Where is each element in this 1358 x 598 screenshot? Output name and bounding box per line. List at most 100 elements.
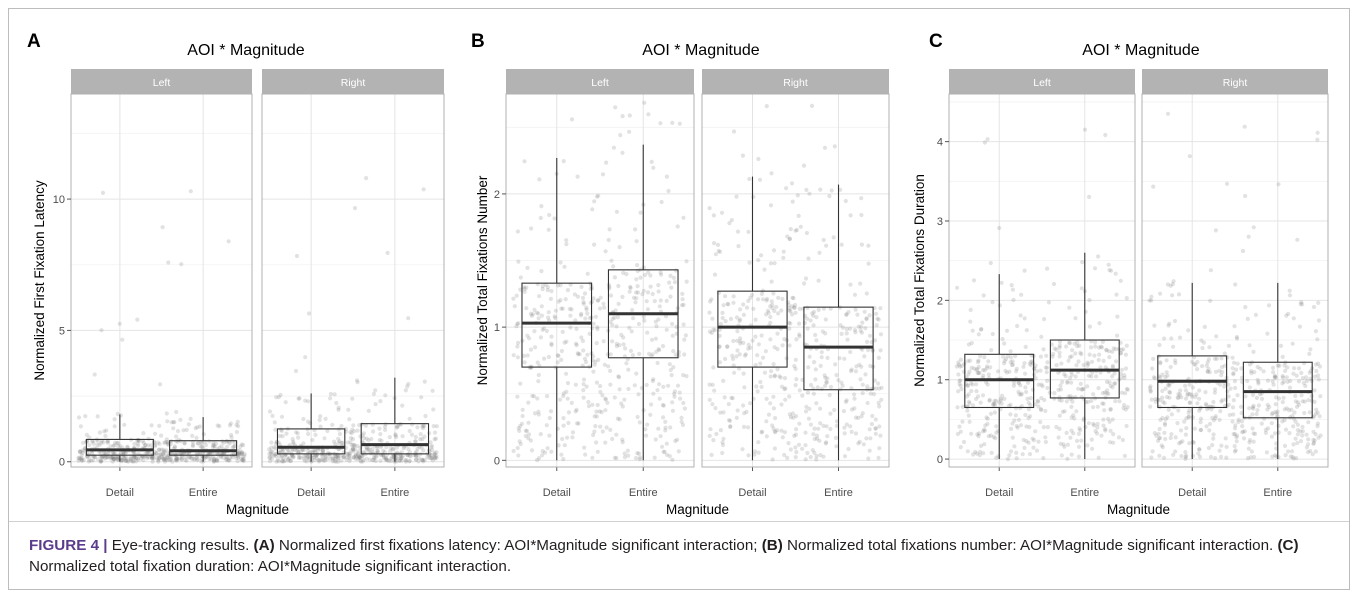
jitter-point: [1058, 441, 1063, 446]
jitter-point: [1079, 352, 1084, 357]
jitter-point: [1093, 340, 1098, 345]
jitter-point: [1259, 421, 1264, 426]
jitter-point: [775, 367, 780, 372]
jitter-point: [83, 414, 88, 419]
jitter-point: [574, 407, 579, 412]
jitter-point: [1203, 390, 1208, 395]
jitter-point: [315, 448, 320, 453]
jitter-point: [405, 384, 410, 389]
jitter-point: [833, 435, 839, 440]
jitter-point: [98, 459, 103, 464]
jitter-point: [654, 349, 659, 354]
jitter-point: [333, 453, 338, 458]
jitter-point: [741, 340, 746, 345]
jitter-point: [1213, 455, 1218, 461]
jitter-point: [671, 349, 676, 354]
jitter-point: [1273, 375, 1278, 380]
jitter-point: [188, 455, 193, 460]
jitter-point: [672, 389, 678, 394]
jitter-point: [361, 450, 366, 455]
jitter-point: [1313, 329, 1318, 334]
jitter-point: [1078, 381, 1083, 386]
jitter-point: [236, 424, 241, 429]
jitter-point: [1234, 439, 1239, 444]
jitter-point: [390, 447, 395, 452]
jitter-point: [1151, 184, 1156, 189]
jitter-point: [736, 244, 741, 249]
jitter-point: [203, 455, 208, 460]
jitter-point: [545, 394, 550, 399]
jitter-point: [103, 456, 108, 461]
jitter-point: [1124, 423, 1129, 429]
jitter-point: [986, 359, 991, 364]
jitter-point: [410, 422, 415, 427]
jitter-point: [549, 289, 554, 294]
jitter-point: [195, 457, 200, 463]
jitter-point: [720, 440, 725, 445]
jitter-point: [587, 331, 592, 336]
jitter-point: [536, 311, 541, 316]
jitter-point: [966, 342, 972, 347]
jitter-point: [561, 159, 566, 164]
jitter-point: [1018, 383, 1023, 388]
jitter-point: [313, 448, 318, 453]
jitter-point: [1312, 414, 1317, 419]
jitter-point: [575, 351, 580, 356]
jitter-point: [876, 381, 881, 386]
jitter-point: [1230, 355, 1235, 360]
jitter-point: [1165, 282, 1170, 287]
jitter-point: [516, 426, 521, 431]
jitter-point: [126, 459, 131, 464]
jitter-point: [641, 288, 646, 293]
jitter-point: [78, 450, 83, 455]
jitter-point: [988, 433, 994, 438]
jitter-point: [649, 337, 655, 342]
jitter-point: [844, 312, 849, 317]
jitter-point: [628, 284, 633, 290]
jitter-point: [1299, 393, 1304, 398]
jitter-point: [137, 453, 142, 458]
jitter-point: [281, 456, 286, 461]
jitter-point: [168, 458, 173, 463]
jitter-point: [1149, 397, 1154, 402]
jitter-point: [238, 444, 243, 449]
jitter-point: [1251, 403, 1256, 408]
jitter-point: [366, 438, 371, 443]
jitter-point: [1074, 363, 1079, 368]
jitter-point: [98, 459, 103, 464]
jitter-point: [721, 410, 726, 415]
jitter-point: [1275, 363, 1280, 368]
jitter-point: [1057, 339, 1062, 344]
jitter-point: [1265, 378, 1271, 383]
jitter-point: [1315, 130, 1320, 135]
jitter-point: [1242, 429, 1247, 434]
jitter-point: [564, 339, 569, 344]
jitter-point: [718, 428, 724, 433]
jitter-point: [977, 370, 982, 375]
jitter-point: [320, 454, 325, 459]
jitter-point: [1280, 400, 1285, 405]
jitter-point: [203, 442, 208, 448]
box-iqr: [360, 423, 430, 455]
jitter-point: [76, 456, 81, 461]
jitter-point: [1080, 387, 1085, 392]
jitter-point: [969, 341, 974, 346]
jitter-point: [277, 433, 282, 439]
jitter-point: [307, 457, 312, 462]
jitter-point: [1045, 360, 1050, 365]
jitter-point: [643, 427, 648, 432]
chart-title: AOI * Magnitude: [1082, 42, 1200, 59]
jitter-point: [301, 416, 306, 422]
jitter-point: [617, 245, 622, 250]
jitter-point: [208, 456, 213, 461]
jitter-point: [184, 451, 189, 456]
jitter-point: [1111, 346, 1116, 351]
jitter-point: [1076, 359, 1081, 364]
jitter-point: [653, 437, 658, 442]
jitter-point: [675, 224, 680, 229]
jitter-point: [1300, 376, 1305, 381]
jitter-point: [1190, 394, 1195, 399]
jitter-point: [1073, 374, 1078, 379]
jitter-point: [373, 458, 378, 464]
jitter-point: [576, 421, 581, 426]
